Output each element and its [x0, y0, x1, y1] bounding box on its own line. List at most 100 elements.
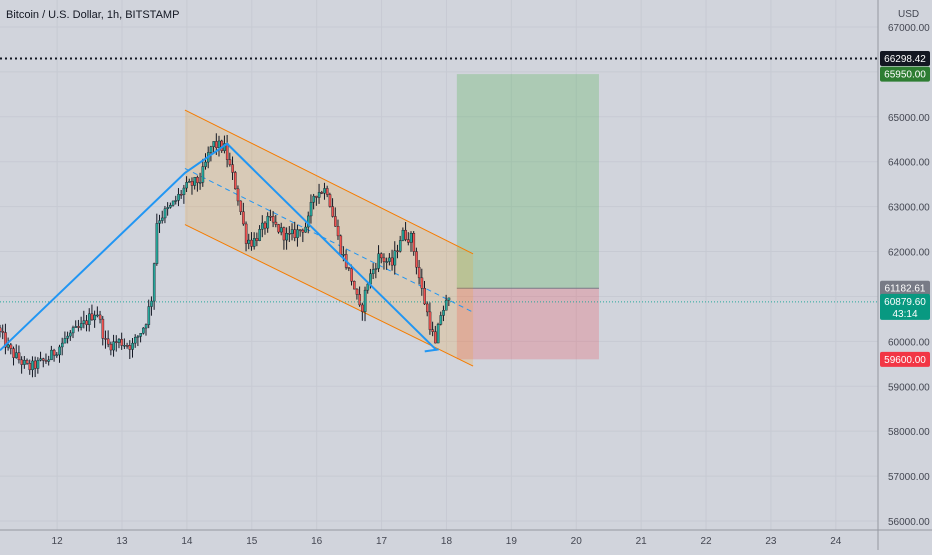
candle[interactable] [436, 322, 440, 344]
candle[interactable] [317, 183, 321, 204]
candle[interactable] [263, 221, 267, 235]
candle[interactable] [71, 325, 75, 339]
candle[interactable] [385, 257, 389, 270]
candle[interactable] [161, 210, 164, 224]
candle[interactable] [39, 351, 42, 362]
candle[interactable] [139, 333, 143, 343]
candle[interactable] [96, 306, 99, 318]
candle[interactable] [315, 195, 318, 206]
candle[interactable] [179, 189, 183, 199]
candle[interactable] [125, 342, 129, 349]
candle[interactable] [271, 211, 275, 228]
candle[interactable] [280, 222, 283, 236]
candle[interactable] [247, 233, 251, 250]
candle[interactable] [117, 338, 121, 349]
candle[interactable] [104, 330, 107, 349]
candle[interactable] [120, 332, 124, 350]
zigzag-line[interactable] [0, 142, 438, 352]
candle[interactable] [231, 156, 234, 181]
candle[interactable] [212, 141, 216, 154]
candle[interactable] [423, 280, 426, 305]
candle[interactable] [358, 286, 362, 307]
candle[interactable] [350, 264, 353, 286]
candle[interactable] [60, 337, 64, 356]
price-label-box[interactable] [880, 293, 930, 320]
candle[interactable] [274, 215, 278, 228]
candle[interactable] [171, 200, 175, 207]
candle[interactable] [31, 356, 34, 378]
candle[interactable] [163, 205, 167, 224]
candle[interactable] [361, 302, 364, 321]
price-label-box[interactable] [880, 50, 930, 66]
candle[interactable] [1, 324, 5, 340]
candle[interactable] [12, 346, 15, 366]
candle[interactable] [177, 188, 180, 207]
candle[interactable] [44, 353, 48, 364]
candle[interactable] [363, 286, 367, 322]
candle[interactable] [266, 212, 270, 233]
candle[interactable] [377, 245, 380, 273]
candle[interactable] [426, 301, 429, 317]
candle[interactable] [112, 334, 115, 357]
candle[interactable] [393, 241, 397, 275]
candle[interactable] [390, 249, 394, 271]
candle[interactable] [128, 340, 132, 360]
candle[interactable] [355, 288, 359, 300]
candle[interactable] [20, 356, 24, 374]
candle[interactable] [261, 215, 264, 238]
candle[interactable] [290, 223, 294, 241]
candle[interactable] [347, 267, 351, 272]
candle[interactable] [85, 315, 88, 332]
candle[interactable] [442, 305, 445, 322]
candle[interactable] [328, 192, 332, 208]
candle[interactable] [169, 202, 172, 209]
candle[interactable] [234, 170, 237, 190]
candle[interactable] [66, 331, 69, 344]
candle[interactable] [431, 321, 435, 337]
candle[interactable] [198, 172, 202, 190]
candle[interactable] [42, 357, 45, 368]
candle[interactable] [190, 177, 194, 195]
price-axis-panel[interactable] [878, 0, 932, 550]
candle[interactable] [74, 320, 78, 328]
candle[interactable] [296, 224, 299, 247]
candle[interactable] [79, 316, 83, 331]
currency-label[interactable]: USD [898, 9, 920, 20]
candle[interactable] [0, 324, 2, 338]
candle[interactable] [366, 283, 370, 294]
candle[interactable] [4, 323, 7, 355]
candle[interactable] [420, 268, 424, 296]
candle[interactable] [334, 207, 337, 227]
candle[interactable] [150, 296, 153, 316]
candle[interactable] [269, 209, 272, 221]
candle[interactable] [17, 345, 21, 364]
candle[interactable] [312, 193, 316, 210]
candle[interactable] [401, 227, 405, 242]
candle[interactable] [388, 253, 391, 266]
candle[interactable] [25, 358, 29, 365]
candle[interactable] [417, 259, 421, 285]
candle[interactable] [106, 330, 110, 348]
price-label-box[interactable] [880, 351, 930, 367]
candle[interactable] [90, 304, 94, 321]
candle[interactable] [52, 348, 56, 362]
candle[interactable] [320, 190, 324, 195]
candle[interactable] [409, 231, 413, 252]
candle[interactable] [236, 185, 240, 206]
candle[interactable] [185, 176, 188, 193]
candle[interactable] [15, 344, 18, 359]
candle[interactable] [331, 198, 334, 218]
candle[interactable] [155, 213, 159, 266]
candle[interactable] [174, 195, 178, 205]
channel-upper-line[interactable] [184, 109, 474, 255]
candle[interactable] [380, 252, 383, 264]
candle[interactable] [209, 145, 213, 162]
candle[interactable] [166, 202, 170, 216]
candle[interactable] [196, 175, 199, 192]
candle[interactable] [109, 341, 113, 356]
candle[interactable] [217, 135, 221, 157]
candle[interactable] [336, 219, 340, 240]
channel-lower-line[interactable] [184, 224, 474, 367]
